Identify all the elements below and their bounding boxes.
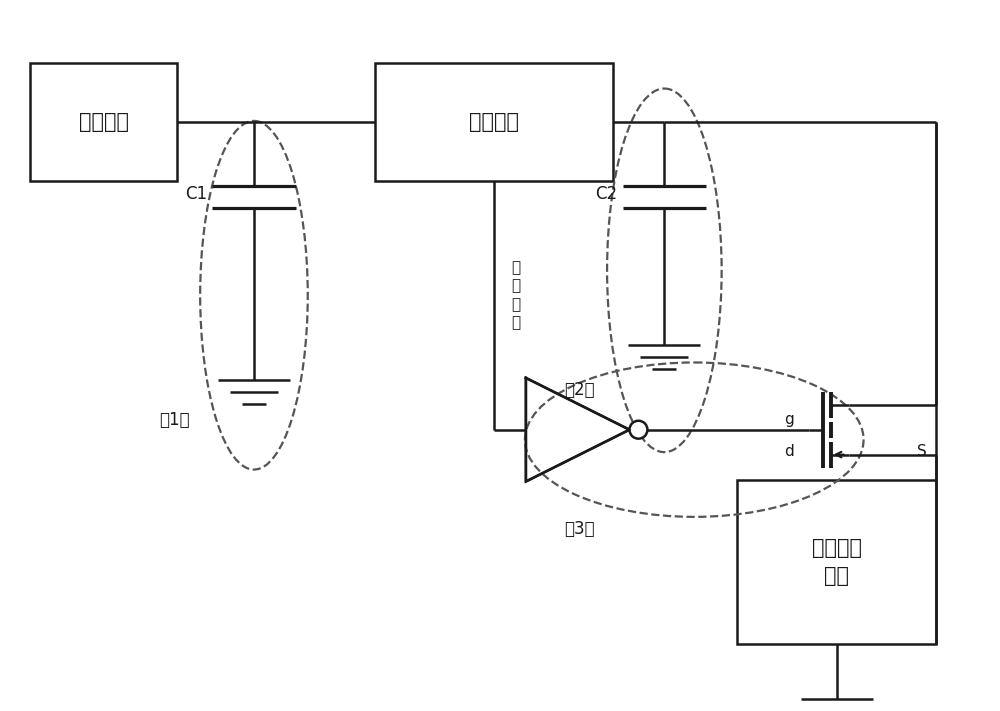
Text: 升压芯片: 升压芯片: [469, 112, 519, 132]
Text: C1: C1: [185, 185, 207, 203]
Text: 指
示
信
号: 指 示 信 号: [511, 260, 520, 331]
Bar: [737, 479, 936, 644]
Circle shape: [629, 421, 647, 439]
Text: （2）: （2）: [564, 381, 595, 399]
Bar: [375, 63, 613, 181]
Polygon shape: [526, 378, 629, 481]
Text: 整流输出: 整流输出: [79, 112, 129, 132]
Text: g: g: [784, 412, 794, 427]
Bar: [30, 63, 177, 181]
Text: d: d: [784, 444, 794, 459]
Text: （1）: （1）: [159, 411, 190, 429]
Text: 应用电路
模块: 应用电路 模块: [812, 538, 862, 586]
Text: C2: C2: [596, 185, 618, 203]
Text: S: S: [917, 444, 927, 459]
Text: （3）: （3）: [564, 520, 595, 538]
